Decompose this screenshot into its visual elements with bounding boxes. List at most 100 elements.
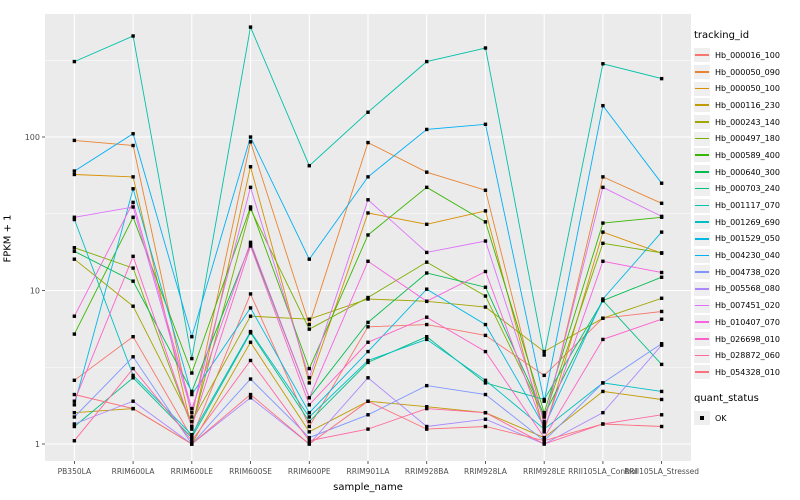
data-point-marker — [483, 269, 488, 274]
data-point-marker — [307, 322, 311, 327]
legend-item-label: Hb_004230_040 — [715, 251, 780, 261]
data-point-marker — [307, 327, 311, 331]
data-point-marker — [307, 419, 311, 424]
data-point-marker — [659, 181, 664, 185]
data-point-marker — [190, 356, 194, 361]
data-point-marker — [307, 415, 311, 419]
legend-item-label: Hb_004738_020 — [715, 267, 780, 277]
data-point-marker — [659, 214, 664, 219]
data-point-marker — [131, 215, 135, 219]
data-point-marker — [483, 188, 488, 192]
legend-item: Hb_001269_690 — [694, 214, 800, 231]
data-point-marker — [307, 403, 311, 407]
data-point-marker — [307, 396, 311, 400]
data-point-marker — [72, 403, 77, 407]
data-point-marker — [483, 417, 488, 421]
data-point-marker — [131, 266, 135, 270]
data-point-marker — [366, 376, 370, 380]
data-point-marker — [601, 103, 605, 108]
data-point-marker — [483, 333, 488, 338]
data-point-marker — [131, 132, 135, 136]
data-point-marker — [483, 381, 488, 385]
data-point-marker — [542, 373, 546, 378]
data-point-marker — [601, 297, 605, 301]
data-point-marker — [72, 415, 77, 419]
legend-key-swatch — [694, 231, 710, 246]
x-tick-label: RRIM600PE — [288, 467, 331, 476]
data-point-marker — [72, 172, 77, 177]
data-point-marker — [601, 410, 605, 415]
data-point-marker — [366, 320, 370, 325]
data-point-marker — [248, 377, 253, 381]
line-swatch-icon — [695, 71, 709, 73]
legend-key-swatch — [694, 348, 710, 363]
data-point-marker — [307, 430, 311, 434]
data-point-marker — [659, 424, 664, 429]
data-point-marker — [366, 295, 370, 300]
x-tick-label: RRII105LA_Stressed — [624, 467, 699, 476]
data-point-marker — [483, 220, 488, 224]
data-point-marker — [659, 389, 664, 394]
y-tick-label: 10 — [30, 286, 40, 295]
data-point-marker — [483, 378, 488, 383]
data-point-marker — [542, 430, 546, 434]
data-point-marker — [425, 185, 429, 190]
data-point-marker — [542, 419, 546, 424]
data-point-marker — [601, 389, 605, 394]
data-point-marker — [659, 296, 664, 300]
data-point-marker — [425, 337, 429, 342]
data-point-marker — [425, 335, 429, 339]
data-point-marker — [366, 110, 370, 114]
data-point-marker — [248, 240, 253, 245]
data-point-marker — [248, 205, 253, 209]
data-point-marker — [425, 271, 429, 275]
data-point-marker — [366, 325, 370, 329]
data-point-marker — [425, 299, 429, 304]
data-point-marker — [483, 239, 488, 243]
data-point-marker — [601, 221, 605, 225]
data-point-marker — [425, 406, 429, 411]
line-swatch-icon — [695, 121, 709, 123]
data-point-marker — [425, 322, 429, 327]
legend-key-swatch — [694, 315, 710, 330]
data-point-marker — [131, 335, 135, 339]
legend-key-swatch — [694, 265, 710, 280]
data-point-marker — [131, 34, 135, 38]
legend-key-swatch — [694, 181, 710, 196]
data-point-marker — [601, 316, 605, 320]
x-tick-label: RRIM928BA — [405, 467, 450, 476]
x-tick-label: RRII105LA_Control — [568, 467, 638, 476]
data-point-marker — [366, 198, 370, 202]
data-point-marker — [659, 343, 664, 347]
legend-item-label: Hb_000116_230 — [715, 100, 780, 110]
legend: tracking_id Hb_000016_100 Hb_000050_090 Hb… — [694, 30, 800, 426]
data-point-marker — [72, 138, 77, 143]
data-point-marker — [248, 340, 253, 344]
data-point-marker — [307, 424, 311, 429]
data-point-marker — [542, 349, 546, 354]
data-point-marker — [131, 373, 135, 378]
legend-item-ok: OK — [694, 410, 800, 427]
legend-item-label: Hb_005568_080 — [715, 284, 780, 294]
data-point-marker — [190, 424, 194, 429]
data-point-marker — [542, 399, 546, 403]
data-point-marker — [483, 349, 488, 354]
data-point-marker — [190, 435, 194, 440]
data-point-marker — [483, 322, 488, 327]
legend-key-swatch — [694, 281, 710, 296]
legend-item-label: Hb_026698_010 — [715, 334, 780, 344]
data-point-marker — [601, 422, 605, 426]
legend-key-swatch — [694, 215, 710, 230]
legend-item-label: Hb_028872_060 — [715, 351, 780, 361]
data-point-marker — [307, 442, 311, 446]
data-point-marker — [542, 413, 546, 417]
data-point-marker — [248, 165, 253, 169]
legend-key-swatch — [694, 165, 710, 180]
x-tick-label: RRIM600LE — [171, 467, 214, 476]
x-tick-label: PB350LA — [58, 467, 92, 476]
data-point-marker — [131, 304, 135, 308]
x-tick-label: RRIM901LA — [347, 467, 391, 476]
data-point-marker — [72, 424, 77, 429]
